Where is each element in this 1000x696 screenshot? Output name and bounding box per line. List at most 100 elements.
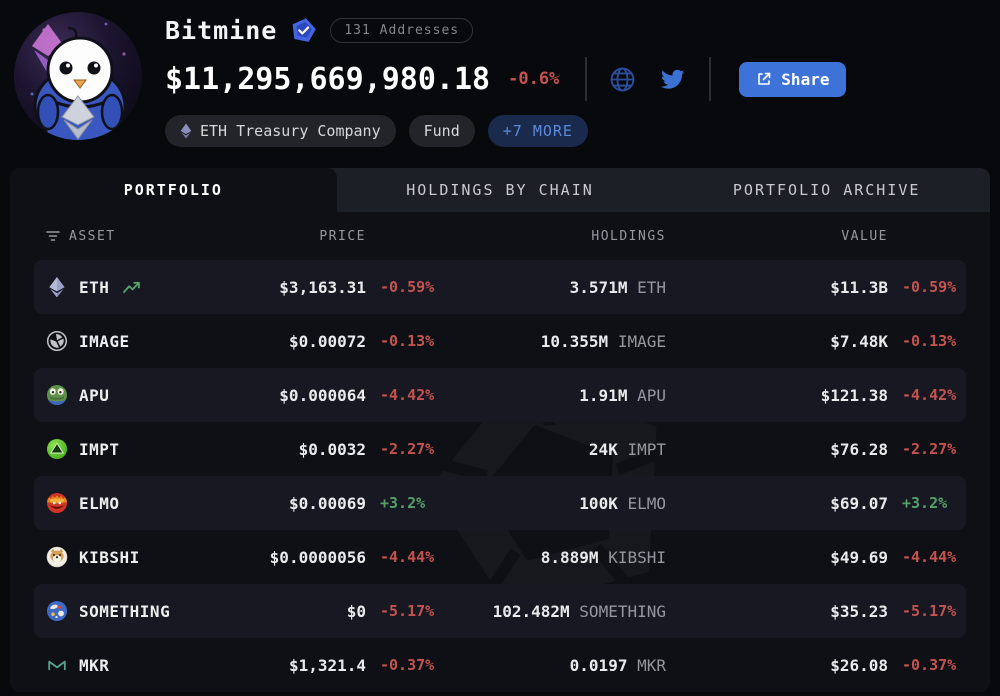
tab-holdings-by-chain[interactable]: HOLDINGS BY CHAIN [406,181,594,199]
price-cell: $0.0032 -2.27% [256,440,446,459]
profile-header: Bitmine 131 Addresses $11,295,669,980.18… [0,0,1000,168]
asset-cell: KIBSHI [34,546,256,568]
value-cell: $49.69 -4.44% [696,548,966,567]
value-change: -4.42% [902,386,957,404]
holdings-amount: 24K [588,439,618,459]
price-value: $3,163.31 [279,277,366,297]
price-cell: $0 -5.17% [256,602,446,621]
value-change: -5.17% [902,602,957,620]
table-row[interactable]: IMPT $0.0032 -2.27% 24K IMPT $76.28 -2.27% [34,422,966,476]
asset-cell: ELMO [34,492,256,514]
holdings-amount: 1.91M [579,385,628,405]
asset-cell: IMPT [34,438,256,460]
holdings-amount: 100K [579,493,618,513]
asset-name: IMAGE [79,331,130,351]
table-row[interactable]: IMAGE $0.00072 -0.13% 10.355M IMAGE $7.48K -0… [34,314,966,368]
asset-name: KIBSHI [79,547,140,567]
tab-portfolio[interactable]: PORTFOLIO [10,168,337,212]
value-cell: $26.08 -0.37% [696,656,966,675]
price-value: $0 [346,601,366,621]
holdings-amount: 10.355M [540,331,609,351]
value-amount: $26.08 [830,655,888,675]
price-change: -4.42% [380,386,435,404]
price-value: $0.00069 [288,493,366,513]
price-cell: $0.00069 +3.2% [256,494,446,513]
asset-cell: IMAGE [34,330,256,352]
price-cell: $0.00072 -0.13% [256,332,446,351]
table-row[interactable]: ETH $3,163.31 -0.59% 3.571M ETH $11.3B -0.59% [34,260,966,314]
asset-cell: SOMETHING [34,600,256,622]
verified-badge-icon [290,17,317,44]
elmo-icon [46,492,68,514]
mkr-icon [46,654,68,676]
total-change: -0.6% [508,69,560,89]
filter-icon[interactable] [46,230,60,242]
value-cell: $7.48K -0.13% [696,332,966,351]
tag-fund[interactable]: Fund [408,115,475,147]
something-icon [46,600,68,622]
tag-label: +7 MORE [502,122,573,140]
value-amount: $35.23 [830,601,888,621]
trend-up-icon [122,280,142,295]
tab-portfolio-archive[interactable]: PORTFOLIO ARCHIVE [732,181,921,199]
holdings-amount: 3.571M [569,277,628,297]
holdings-symbol: ELMO [627,493,666,513]
share-button[interactable]: Share [739,61,847,97]
column-header-holdings[interactable]: HOLDINGS [591,228,666,244]
value-cell: $35.23 -5.17% [696,602,966,621]
table-row[interactable]: ELMO $0.00069 +3.2% 100K ELMO $69.07 +3.2% [34,476,966,530]
column-header-price[interactable]: PRICE [319,228,366,244]
price-change: -4.44% [380,548,435,566]
image-icon [46,330,68,352]
value-amount: $69.07 [830,493,888,513]
globe-icon[interactable] [609,66,636,93]
divider [709,57,712,101]
price-change: -5.17% [380,602,435,620]
column-header-asset[interactable]: ASSET [69,228,116,244]
holdings-amount: 0.0197 [569,655,628,675]
value-amount: $7.48K [830,331,888,351]
table-row[interactable]: APU $0.000064 -4.42% 1.91M APU $121.38 -4.42% [34,368,966,422]
tab-bar: PORTFOLIO HOLDINGS BY CHAIN PORTFOLIO AR… [10,168,990,212]
holdings-symbol: SOMETHING [579,601,666,621]
tag-label: Fund [423,122,460,140]
tag-eth-treasury[interactable]: ETH Treasury Company [165,115,396,147]
avatar [14,12,142,140]
price-value: $0.000064 [279,385,366,405]
tag-more[interactable]: +7 MORE [487,115,588,147]
column-header-value[interactable]: VALUE [841,228,888,244]
price-cell: $0.0000056 -4.44% [256,548,446,567]
value-amount: $76.28 [830,439,888,459]
holdings-symbol: KIBSHI [608,547,666,567]
holdings-cell: 0.0197 MKR [446,656,696,675]
price-change: +3.2% [380,494,426,512]
value-change: -0.37% [902,656,957,674]
table-row[interactable]: SOMETHING $0 -5.17% 102.482M SOMETHING $35.2… [34,584,966,638]
table-header: ASSET PRICE HOLDINGS VALUE [10,212,990,260]
table-row[interactable]: MKR $1,321.4 -0.37% 0.0197 MKR $26.08 -0.37% [34,638,966,692]
share-icon [756,71,772,87]
asset-cell: APU [34,384,256,406]
asset-name: ELMO [79,493,120,513]
asset-cell: ETH [34,276,256,298]
asset-name: ETH [79,277,110,297]
value-amount: $11.3B [830,277,888,297]
table-row[interactable]: KIBSHI $0.0000056 -4.44% 8.889M KIBSHI $49.6… [34,530,966,584]
value-amount: $121.38 [820,385,888,405]
price-cell: $3,163.31 -0.59% [256,278,446,297]
holdings-cell: 24K IMPT [446,440,696,459]
holdings-symbol: MKR [637,655,666,675]
twitter-icon[interactable] [658,65,687,94]
price-cell: $1,321.4 -0.37% [256,656,446,675]
kibshi-icon [46,546,68,568]
holdings-symbol: ETH [637,277,666,297]
impt-icon [46,438,68,460]
value-change: -4.44% [902,548,957,566]
price-change: -0.13% [380,332,435,350]
total-value: $11,295,669,980.18 [165,61,491,97]
addresses-badge[interactable]: 131 Addresses [330,17,474,43]
price-cell: $0.000064 -4.42% [256,386,446,405]
asset-name: SOMETHING [79,601,171,621]
value-amount: $49.69 [830,547,888,567]
asset-name: MKR [79,655,110,675]
